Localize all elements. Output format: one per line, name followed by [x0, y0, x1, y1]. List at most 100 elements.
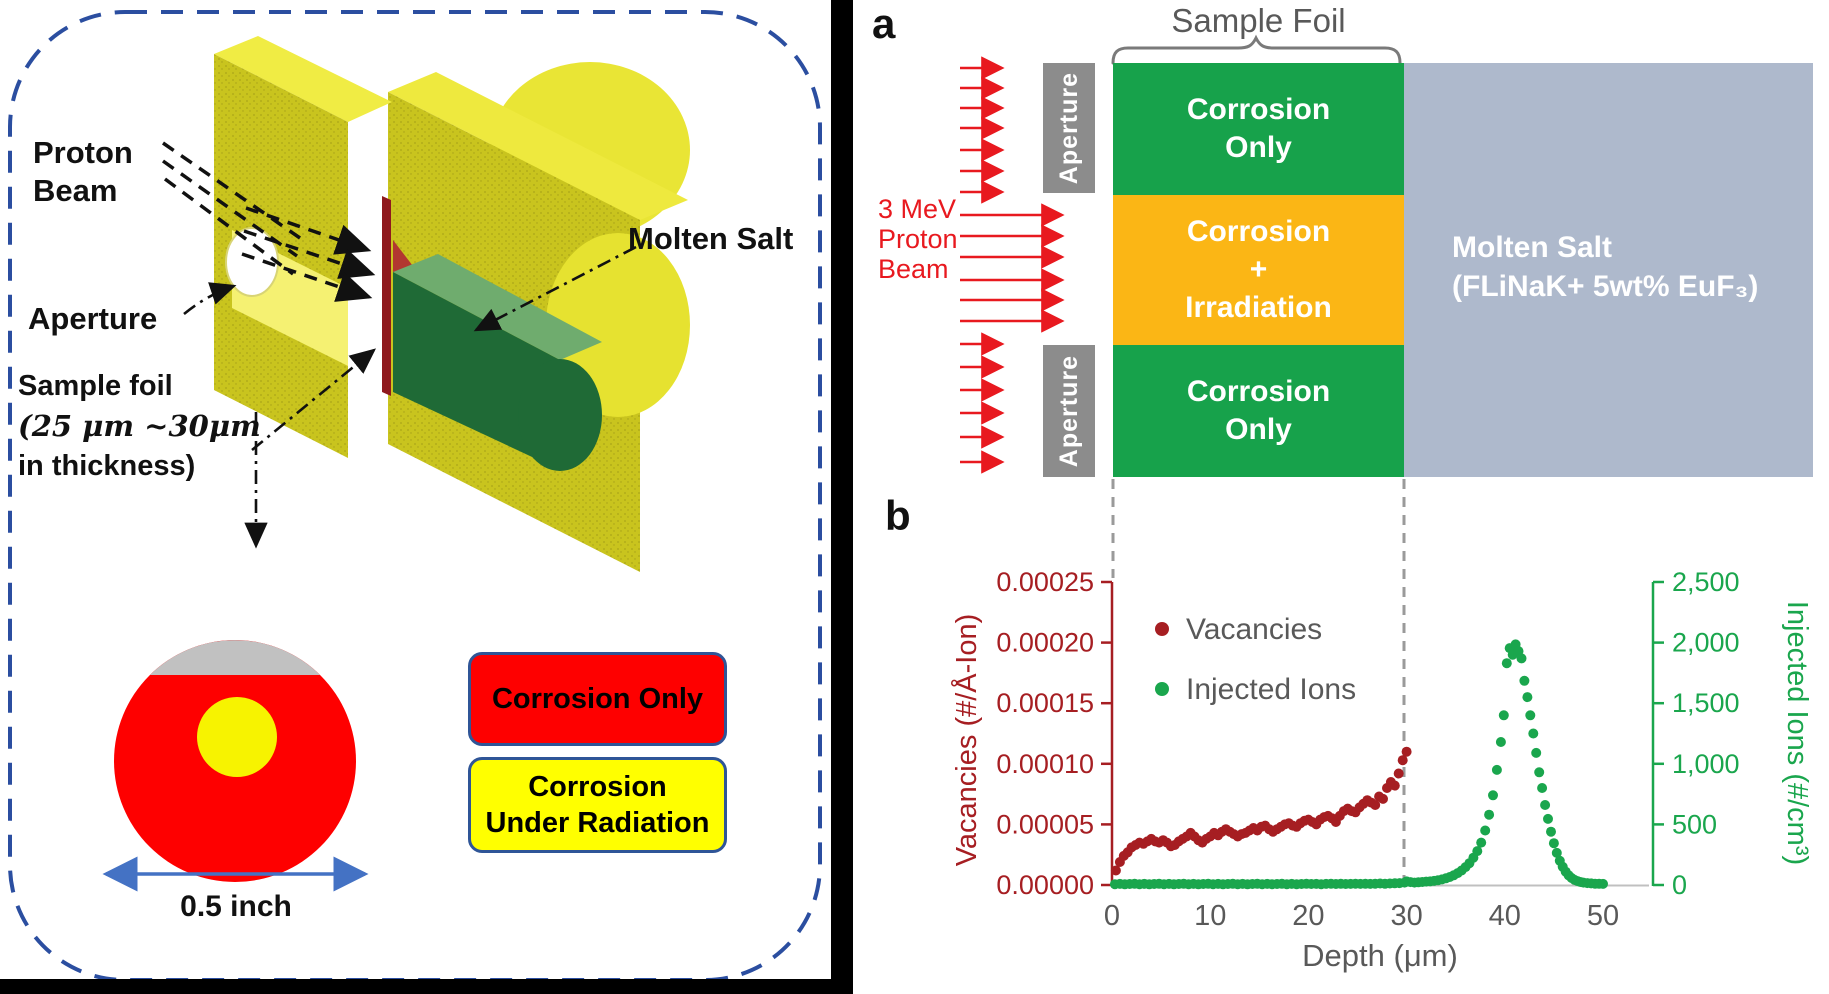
left-plate-top — [214, 36, 392, 122]
injected-ions-point — [1480, 825, 1491, 836]
foil-red-wedge — [393, 240, 416, 272]
sample-foil-arrow — [251, 348, 377, 452]
legend-corrosion-under-radiation: Corrosion Under Radiation — [468, 757, 727, 853]
right-axis-tick-label: 1,000 — [1672, 749, 1740, 779]
panel-a-label: a — [872, 0, 896, 47]
aperture-block-top: Aperture — [1043, 63, 1095, 193]
injected-ions-point — [1543, 813, 1553, 824]
left-axis-tick-label: 0.00020 — [996, 628, 1094, 658]
proton-beam-dashes — [161, 141, 376, 302]
beam-energy-label: 3 MeV Proton Beam — [878, 194, 958, 284]
legend-label: Vacancies — [1186, 613, 1322, 646]
proton-arrows — [960, 56, 1065, 474]
vacancies-point — [1393, 768, 1404, 779]
x-axis-tick-label: 10 — [1194, 900, 1226, 932]
annotation-arrows — [183, 245, 637, 549]
vacancies-point — [1397, 755, 1408, 766]
x-axis-tick-label: 40 — [1489, 900, 1521, 932]
sample-disc — [114, 640, 356, 882]
sample-foil-strip — [382, 196, 391, 396]
legend-corrosion-only: Corrosion Only — [468, 652, 727, 746]
injected-ions-point — [1531, 747, 1542, 758]
right-block-top — [388, 72, 688, 220]
aperture-arrow — [183, 282, 237, 316]
molten-salt-label: Molten Salt — [628, 221, 794, 256]
injected-ions-point — [1537, 783, 1548, 793]
injected-ions-point — [1546, 826, 1556, 837]
aperture-block-bottom: Aperture — [1043, 345, 1095, 477]
right-axis-tick-label: 2,000 — [1672, 628, 1740, 658]
injected-ions-point — [1491, 764, 1502, 775]
molten-salt-channel-end — [518, 359, 602, 471]
molten-salt-block: Molten Salt (FLiNaK+ 5wt% EuF₃) — [1404, 63, 1813, 477]
foil-section-corrosion-only-bottom: Corrosion Only — [1113, 345, 1404, 477]
legend-dot-vacancies — [1155, 622, 1169, 636]
panel-b-label: b — [885, 492, 911, 539]
molten-salt-channel-top — [393, 254, 602, 360]
sample-foil-label-line3: in thickness) — [18, 450, 196, 482]
injected-ions-point — [1472, 846, 1483, 857]
foil-boundary-guides — [1111, 479, 1406, 882]
x-axis-tick-label: 20 — [1292, 900, 1324, 932]
injected-ions-point — [1484, 809, 1495, 820]
injected-ions-point — [1528, 728, 1539, 739]
injected-ions-point — [1501, 658, 1512, 669]
vacancies-point — [1370, 800, 1381, 810]
sample-foil-label-line2: (25 μm ~30μm — [18, 409, 261, 443]
sample-foil-label-line1: Sample foil — [18, 370, 173, 402]
legend-label: Injected Ions — [1186, 673, 1356, 706]
molten-salt-arrow — [473, 245, 637, 332]
left-axis-title: Vacancies (#/Å-Ion) — [950, 614, 983, 867]
left-axis-tick-label: 0.00005 — [996, 809, 1094, 839]
vacancies-point — [1401, 746, 1412, 757]
foil-section-corrosion-irradiation: Corrosion + Irradiation — [1113, 195, 1404, 345]
left-figure-bottom-edge — [0, 979, 853, 994]
assembly-3d — [214, 36, 690, 572]
aperture-label: Aperture — [28, 301, 158, 336]
foil-section-corrosion-only-top: Corrosion Only — [1113, 63, 1404, 195]
proton-beam-label: Proton Beam — [33, 135, 133, 208]
injected-ions-point — [1525, 710, 1536, 721]
injected-ions-point — [1476, 837, 1487, 848]
x-axis-tick-label: 30 — [1390, 900, 1422, 932]
sample-foil-brace — [1111, 34, 1402, 65]
injected-ions-point — [1522, 692, 1533, 703]
vacancies-point — [1389, 780, 1400, 791]
injected-ions-point — [1534, 767, 1545, 778]
molten-salt-block-label: Molten Salt (FLiNaK+ 5wt% EuF₃) — [1452, 231, 1759, 303]
injected-ions-point — [1495, 737, 1506, 747]
vacancies-point — [1110, 865, 1121, 876]
x-axis-title: Depth (μm) — [1302, 938, 1458, 973]
injected-ions-point — [1488, 790, 1498, 801]
sample-foil-caption: Sample Foil — [1171, 2, 1346, 39]
right-axis-tick-label: 2,500 — [1672, 567, 1740, 597]
left-axis-tick-label: 0.00000 — [996, 870, 1094, 900]
legend-dot-injected-ions — [1155, 682, 1169, 696]
injected-ions-point — [1516, 653, 1527, 664]
left-axis-tick-label: 0.00015 — [996, 688, 1094, 718]
x-axis-tick-label: 0 — [1104, 900, 1120, 932]
injected-ions-point — [1519, 675, 1530, 686]
scale-label: 0.5 inch — [180, 890, 292, 923]
injected-ions-point — [1498, 710, 1509, 721]
right-axis-tick-label: 0 — [1672, 870, 1687, 900]
right-axis-title: Injected Ions (#/cm³) — [1781, 601, 1813, 865]
injected-ions-point — [1548, 838, 1559, 849]
left-figure-dashed-border — [8, 10, 822, 982]
disc-clamp-area — [150, 640, 320, 675]
left-axis-tick-label: 0.00025 — [996, 567, 1094, 597]
right-axis-tick-label: 1,500 — [1672, 688, 1740, 718]
disc-irradiated-spot — [197, 697, 277, 777]
left-axis-tick-label: 0.00010 — [996, 749, 1094, 779]
injected-ions-point — [1551, 847, 1562, 858]
sample-foil-label: Sample foil (25 μm ~30μm in thickness) — [18, 366, 261, 486]
panel-divider-bar — [831, 0, 853, 994]
x-axis-tick-label: 50 — [1587, 900, 1619, 932]
injected-ions-point — [1598, 878, 1608, 889]
right-axis-tick-label: 500 — [1672, 809, 1717, 839]
vacancies-point — [1378, 793, 1388, 804]
injected-ions-point — [1540, 800, 1551, 810]
